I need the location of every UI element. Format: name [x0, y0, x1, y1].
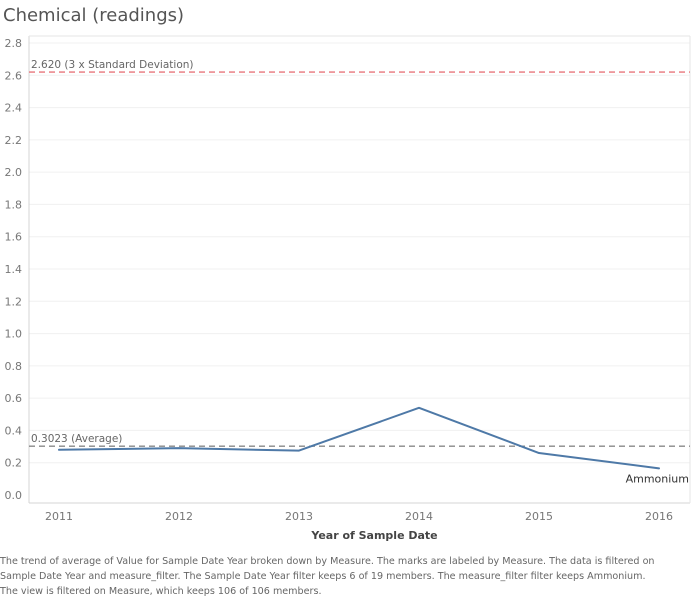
tick-labels: 0.0 0.2 0.4 0.6 0.8 1.0 1.2 1.4 1.6 1.8 2.0 2.2 2.4 2… — [5, 37, 674, 542]
line-chart: 2.620 (3 x Standard Deviation) 0.3023 (Av… — [5, 35, 691, 542]
series-group: Ammonium — [58, 406, 689, 485]
chart-caption: The trend of average of Value for Sample… — [0, 554, 690, 599]
reference-lines: 2.620 (3 x Standard Deviation) 0.3023 (Av… — [29, 59, 690, 447]
y-tick-label: 1.2 — [5, 295, 23, 308]
y-tick-label: 1.6 — [5, 231, 23, 244]
caption-line: Sample Date Year and measure_filter. The… — [0, 571, 646, 582]
y-tick-label: 0.4 — [5, 424, 23, 437]
reference-line-label: 0.3023 (Average) — [31, 433, 122, 445]
series-line — [58, 406, 660, 470]
x-tick-label: 2015 — [525, 510, 553, 523]
x-tick-label: 2014 — [405, 510, 433, 523]
x-tick-label: 2016 — [645, 510, 673, 523]
y-tick-label: 2.0 — [5, 166, 23, 179]
y-tick-label: 0.8 — [5, 360, 23, 373]
y-tick-label: 2.8 — [5, 37, 23, 50]
reference-line-label: 2.620 (3 x Standard Deviation) — [31, 59, 194, 71]
x-tick-label: 2012 — [165, 510, 193, 523]
y-tick-label: 2.2 — [5, 134, 23, 147]
caption-line: The view is filtered on Measure, which k… — [0, 586, 322, 597]
y-tick-label: 2.4 — [5, 102, 23, 115]
y-tick-label: 0.2 — [5, 457, 23, 470]
caption-line: The trend of average of Value for Sample… — [0, 556, 655, 567]
y-tick-label: 0.6 — [5, 392, 23, 405]
y-tick-label: 2.6 — [5, 69, 23, 82]
x-tick-label: 2011 — [45, 510, 73, 523]
axes — [28, 35, 691, 504]
y-tick-label: 1.4 — [5, 263, 23, 276]
y-tick-label: 1.8 — [5, 198, 23, 211]
x-tick-label: 2013 — [285, 510, 313, 523]
series-label: Ammonium — [626, 472, 689, 485]
y-tick-label: 1.0 — [5, 328, 23, 341]
y-tick-label: 0.0 — [5, 489, 23, 502]
gridlines — [29, 42, 690, 464]
chart-title: Chemical (readings) — [3, 5, 185, 26]
x-axis-title: Year of Sample Date — [310, 529, 437, 542]
